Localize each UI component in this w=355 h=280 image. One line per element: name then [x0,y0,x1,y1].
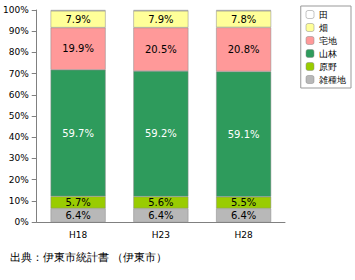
svg-text:7.8%: 7.8% [231,14,256,25]
svg-text:100%: 100% [3,5,29,15]
svg-text:20%: 20% [9,175,29,185]
svg-text:H23: H23 [152,230,170,240]
svg-text:宅地: 宅地 [319,36,337,46]
svg-text:10%: 10% [9,196,29,206]
svg-text:70%: 70% [9,69,29,79]
svg-text:田: 田 [319,10,328,20]
svg-text:7.9%: 7.9% [148,14,173,25]
svg-text:雑種地: 雑種地 [319,75,346,85]
svg-text:原野: 原野 [319,62,337,72]
svg-text:80%: 80% [9,47,29,57]
svg-text:畑: 畑 [319,23,328,33]
svg-text:5.6%: 5.6% [148,197,173,208]
svg-text:H18: H18 [69,230,87,240]
svg-text:5.5%: 5.5% [231,197,256,208]
svg-text:6.4%: 6.4% [65,210,90,221]
svg-text:19.9%: 19.9% [62,43,94,54]
svg-text:出典：伊東市統計書 （伊東市）: 出典：伊東市統計書 （伊東市） [10,251,168,264]
svg-text:90%: 90% [9,26,29,36]
svg-text:40%: 40% [9,132,29,142]
svg-text:50%: 50% [9,111,29,121]
svg-text:20.5%: 20.5% [145,44,177,55]
svg-text:59.2%: 59.2% [145,128,177,139]
svg-text:60%: 60% [9,90,29,100]
svg-text:7.9%: 7.9% [65,14,90,25]
svg-text:30%: 30% [9,153,29,163]
svg-text:59.7%: 59.7% [62,128,94,139]
svg-text:59.1%: 59.1% [228,129,260,140]
svg-text:5.7%: 5.7% [65,197,90,208]
svg-text:H28: H28 [235,230,253,240]
svg-text:山林: 山林 [319,49,337,59]
svg-text:0%: 0% [14,217,29,227]
svg-text:20.8%: 20.8% [228,44,260,55]
svg-text:6.4%: 6.4% [148,210,173,221]
svg-text:6.4%: 6.4% [231,210,256,221]
